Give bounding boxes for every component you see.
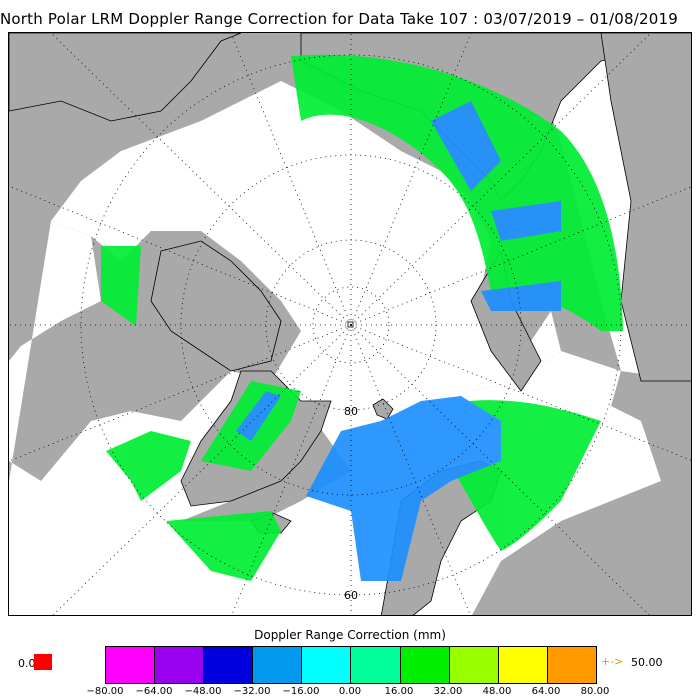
data-swaths: [101, 54, 623, 581]
colorbar-tick-label: 16.00: [384, 686, 414, 697]
colorbar-segment: [449, 647, 499, 683]
colorbar-segment: [302, 647, 352, 683]
colorbar-tick-label: −48.00: [184, 686, 222, 697]
graticule: [9, 33, 691, 615]
swath-canada: [101, 246, 141, 326]
under-range-value: 0.0: [18, 657, 36, 670]
colorbar-tick-label: −16.00: [282, 686, 320, 697]
lat-circle-85: [312, 286, 390, 364]
map-title: North Polar LRM Doppler Range Correction…: [0, 10, 678, 28]
under-range-swatch: [34, 654, 52, 670]
polar-map: 80 60: [8, 32, 692, 616]
swath-greenland-blue: [236, 391, 281, 441]
swath-russia-blue: [431, 101, 561, 311]
swath-nordic-blue: [306, 396, 501, 581]
colorbar-segment: [106, 647, 156, 683]
colorbar-segment: [253, 647, 303, 683]
colorbar-segment: [155, 647, 205, 683]
polar-map-canvas: 80 60: [9, 33, 691, 615]
colorbar-tick-label: 80.00: [580, 686, 610, 697]
north-pole-marker: [347, 321, 354, 328]
swath-labrador: [166, 511, 281, 581]
svalbard: [372, 398, 394, 420]
colorbar-tick-label: −80.00: [86, 686, 124, 697]
alaska: [9, 33, 242, 122]
swath-baffin: [106, 431, 191, 501]
swath-russia-arc: [291, 54, 623, 332]
colorbar-tick-label: 32.00: [433, 686, 463, 697]
colorbar-title: Doppler Range Correction (mm): [254, 628, 446, 642]
over-range-value: 50.00: [631, 656, 663, 669]
canadian-archipelago: [150, 240, 282, 372]
colorbar-segment: [351, 647, 401, 683]
colorbar-segment: [204, 647, 254, 683]
colorbar-tick-label: 0.00: [338, 686, 362, 697]
colorbar: [105, 646, 597, 684]
colorbar-tick-label: −32.00: [233, 686, 271, 697]
over-range-arrow-icon: +->: [601, 655, 624, 668]
colorbar-tick-label: −64.00: [135, 686, 173, 697]
colorbar-tick-label: 64.00: [531, 686, 561, 697]
colorbar-tick-label: 48.00: [482, 686, 512, 697]
colorbar-segment: [498, 647, 548, 683]
ocean-region-sw: [9, 511, 120, 615]
lat-label-80: 80: [344, 405, 358, 418]
colorbar-segment: [400, 647, 450, 683]
lat-label-60: 60: [344, 589, 358, 602]
ocean-region-north: [51, 81, 561, 471]
colorbar-segment: [547, 647, 596, 683]
east-landmass: [600, 33, 691, 382]
